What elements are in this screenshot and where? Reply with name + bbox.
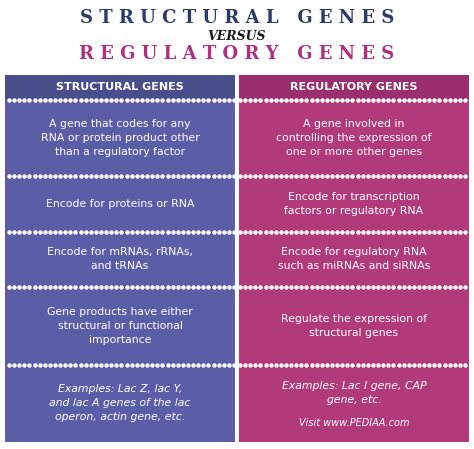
Text: VERSUS: VERSUS (208, 30, 266, 43)
Text: Encode for regulatory RNA
such as miRNAs and siRNAs: Encode for regulatory RNA such as miRNAs… (278, 247, 430, 272)
Bar (5, 75, 235, 99)
Text: Regulate the expression of
structural genes: Regulate the expression of structural ge… (281, 314, 427, 338)
Text: REGULATORY GENES: REGULATORY GENES (290, 82, 418, 92)
Text: Visit www.PEDIAA.com: Visit www.PEDIAA.com (299, 418, 409, 428)
Text: A gene that codes for any
RNA or protein product other
than a regulatory factor: A gene that codes for any RNA or protein… (41, 119, 200, 157)
Text: Examples: Lac I gene, CAP
gene, etc.: Examples: Lac I gene, CAP gene, etc. (282, 381, 426, 405)
Text: R E G U L A T O R Y   G E N E S: R E G U L A T O R Y G E N E S (79, 45, 395, 63)
Text: Examples: Lac Z, lac Y,
and lac A genes of the lac
operon, actin gene, etc.: Examples: Lac Z, lac Y, and lac A genes … (49, 384, 191, 422)
Bar (5, 75, 235, 442)
Text: S T R U C T U R A L   G E N E S: S T R U C T U R A L G E N E S (80, 9, 394, 27)
Text: Encode for proteins or RNA: Encode for proteins or RNA (46, 199, 194, 209)
Bar (239, 75, 469, 442)
Text: Encode for mRNAs, rRNAs,
and tRNAs: Encode for mRNAs, rRNAs, and tRNAs (47, 247, 193, 272)
Text: Encode for transcription
factors or regulatory RNA: Encode for transcription factors or regu… (284, 192, 424, 216)
Bar (239, 75, 469, 99)
Text: STRUCTURAL GENES: STRUCTURAL GENES (56, 82, 184, 92)
Text: Gene products have either
structural or functional
importance: Gene products have either structural or … (47, 307, 193, 345)
Text: A gene involved in
controlling the expression of
one or more other genes: A gene involved in controlling the expre… (276, 119, 432, 157)
